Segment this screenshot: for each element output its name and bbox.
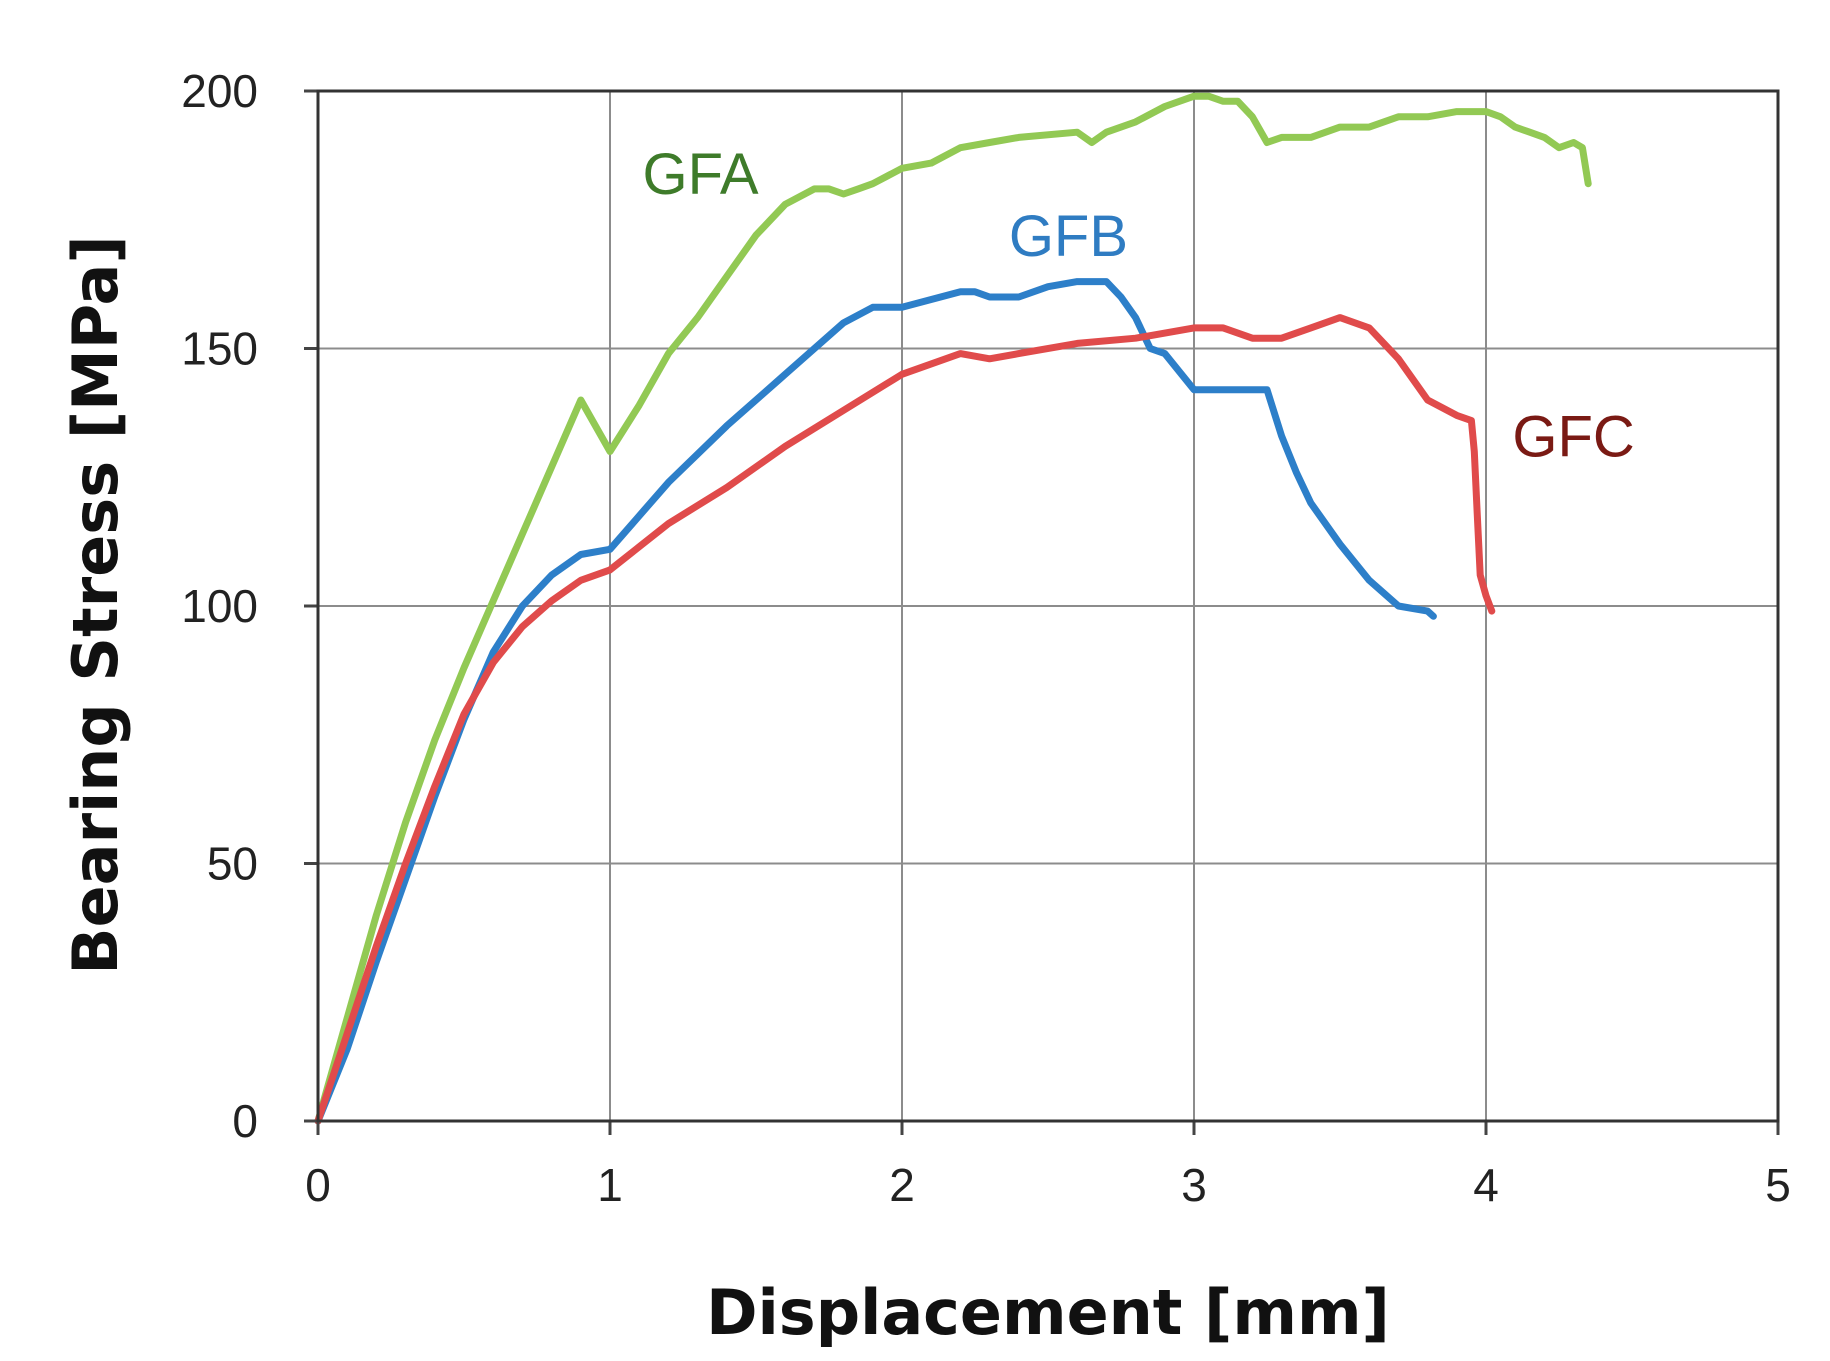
y-tick-label: 150 (181, 323, 258, 375)
x-tick-label: 2 (889, 1159, 915, 1211)
y-tick-label: 200 (181, 65, 258, 117)
axes (304, 89, 1780, 1135)
y-tick-label: 50 (207, 838, 258, 890)
x-tick-label: 1 (597, 1159, 623, 1211)
y-tick-label: 0 (232, 1095, 258, 1147)
series-line-gfc (314, 314, 1496, 1125)
y-axis-title: Bearing Stress [MPa] (59, 235, 132, 974)
x-tick-label: 0 (305, 1159, 331, 1211)
x-tick-label: 3 (1181, 1159, 1207, 1211)
x-tick-label: 4 (1473, 1159, 1499, 1211)
series-line-gfa (314, 92, 1592, 1125)
plot-frame (316, 89, 1780, 1123)
x-tick-label: 5 (1765, 1159, 1791, 1211)
series-lines (314, 92, 1592, 1125)
series-label-gfc: GFC (1512, 405, 1634, 470)
y-tick-label: 100 (181, 580, 258, 632)
series-line-gfb (314, 278, 1437, 1125)
series-label-gfb: GFB (1009, 204, 1128, 269)
series-label-gfa: GFA (643, 142, 759, 207)
x-axis-title: Displacement [mm] (706, 1276, 1390, 1349)
